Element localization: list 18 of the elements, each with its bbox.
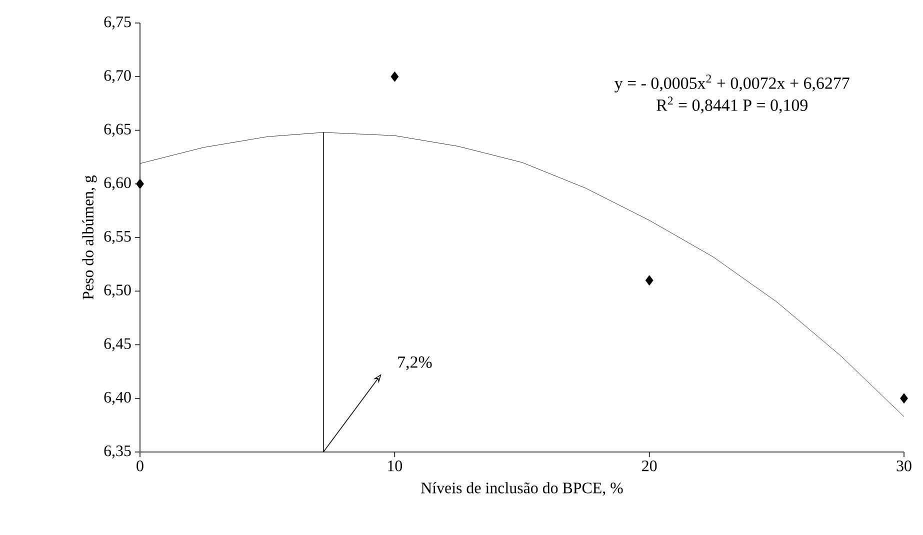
y-tick-label: 6,50 xyxy=(104,284,131,298)
y-tick-label: 6,65 xyxy=(104,124,131,137)
y-tick-label: 6,45 xyxy=(104,338,131,352)
y-tick-label: 6,55 xyxy=(104,231,131,244)
y-axis-title: Peso do albúmen, g xyxy=(82,175,97,300)
x-tick-label: 30 xyxy=(896,460,912,472)
x-tick-label: 20 xyxy=(642,460,657,472)
y-tick-label: 6,35 xyxy=(104,446,131,459)
x-tick-label: 0 xyxy=(136,460,144,472)
y-tick-label: 6,75 xyxy=(104,16,131,30)
x-axis-title: Níveis de inclusão do BPCE, % xyxy=(421,482,623,496)
y-tick-label: 6,40 xyxy=(104,392,131,405)
x-tick-label: 10 xyxy=(388,460,402,472)
y-tick-label: 6,70 xyxy=(104,70,131,84)
annotation: y = - 0,0005x$^{2}$ + 0,0072x + 6,6277 xyxy=(614,74,850,92)
y-tick-label: 6,60 xyxy=(104,177,131,190)
annotation: R$^{2}$ = 0,8441 P = 0,109 xyxy=(656,96,808,114)
annotation: 7,2% xyxy=(398,356,432,370)
